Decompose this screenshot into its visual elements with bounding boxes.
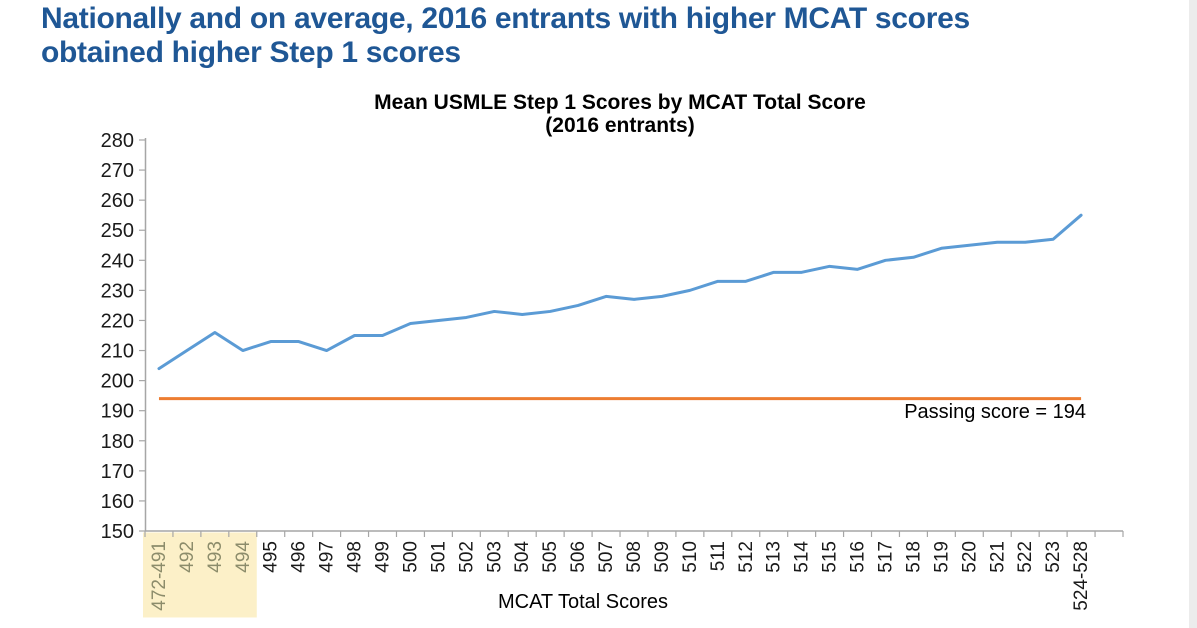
x-tick-label: 507 [596,541,617,573]
x-tick-label: 508 [624,541,645,573]
x-tick-label: 493 [205,541,226,573]
page-title: Nationally and on average, 2016 entrants… [41,2,970,70]
x-tick-label: 521 [987,541,1008,573]
y-axis-ticks [139,139,145,532]
x-tick-label: 513 [764,541,785,573]
y-tick-label: 180 [101,431,134,453]
y-tick-label: 240 [101,250,134,272]
window-edge-strip [1189,0,1197,628]
x-tick-label: 504 [512,541,533,573]
y-tick-label: 150 [101,521,134,543]
x-tick-label: 522 [1015,541,1036,573]
x-tick-label: 512 [736,541,757,573]
x-tick-label: 506 [568,541,589,573]
x-tick-label: 492 [177,541,198,573]
y-tick-label: 250 [101,220,134,242]
x-tick-label: 472-491 [149,541,170,611]
y-tick-label: 280 [101,130,134,152]
passing-score-label: Passing score = 194 [904,401,1086,423]
series-line [157,213,1083,371]
x-tick-label: 496 [289,541,310,573]
x-tick-label: 498 [345,541,366,573]
y-tick-label: 230 [101,280,134,302]
x-tick-label: 497 [317,541,338,573]
x-tick-label: 524-528 [1071,541,1092,611]
x-tick-label: 503 [484,541,505,573]
x-axis-ticks [144,531,1124,537]
x-tick-label: 494 [233,541,254,573]
y-tick-label: 260 [101,190,134,212]
x-tick-label: 517 [875,541,896,573]
x-axis-title: MCAT Total Scores [498,591,668,613]
x-tick-label: 520 [959,541,980,573]
x-tick-label: 514 [792,541,813,573]
x-tick-label: 495 [261,541,282,573]
x-tick-label: 502 [456,541,477,573]
x-tick-label: 501 [428,541,449,573]
y-tick-label: 220 [101,310,134,332]
chart-title-line2: (2016 entrants) [545,114,694,137]
chart-title-line1: Mean USMLE Step 1 Scores by MCAT Total S… [374,91,866,114]
x-tick-label: 509 [652,541,673,573]
x-tick-label: 518 [903,541,924,573]
y-tick-label: 200 [101,371,134,393]
page-title-line2: obtained higher Step 1 scores [41,36,461,69]
x-highlight-band [143,532,257,618]
x-tick-label: 523 [1043,541,1064,573]
x-tick-label: 505 [540,541,561,573]
x-tick-label: 515 [820,541,841,573]
x-tick-label: 499 [373,541,394,573]
x-tick-label: 519 [931,541,952,573]
x-axis-labels: 472-491 492 493 494 495 496 497 498 499 500 501 502… [149,541,1092,611]
y-axis-labels: 150 160 170 180 190 200 210 220 230 240 250 260 270 2… [101,130,134,543]
page-title-line1: Nationally and on average, 2016 entrants… [41,2,970,35]
x-tick-label: 516 [848,541,869,573]
y-tick-label: 190 [101,401,134,423]
x-tick-label: 500 [400,541,421,573]
y-tick-label: 160 [101,491,134,513]
y-tick-label: 210 [101,341,134,363]
y-tick-label: 270 [101,160,134,182]
y-tick-label: 170 [101,461,134,483]
x-tick-label: 510 [680,541,701,573]
x-tick-label: 511 [708,541,729,571]
